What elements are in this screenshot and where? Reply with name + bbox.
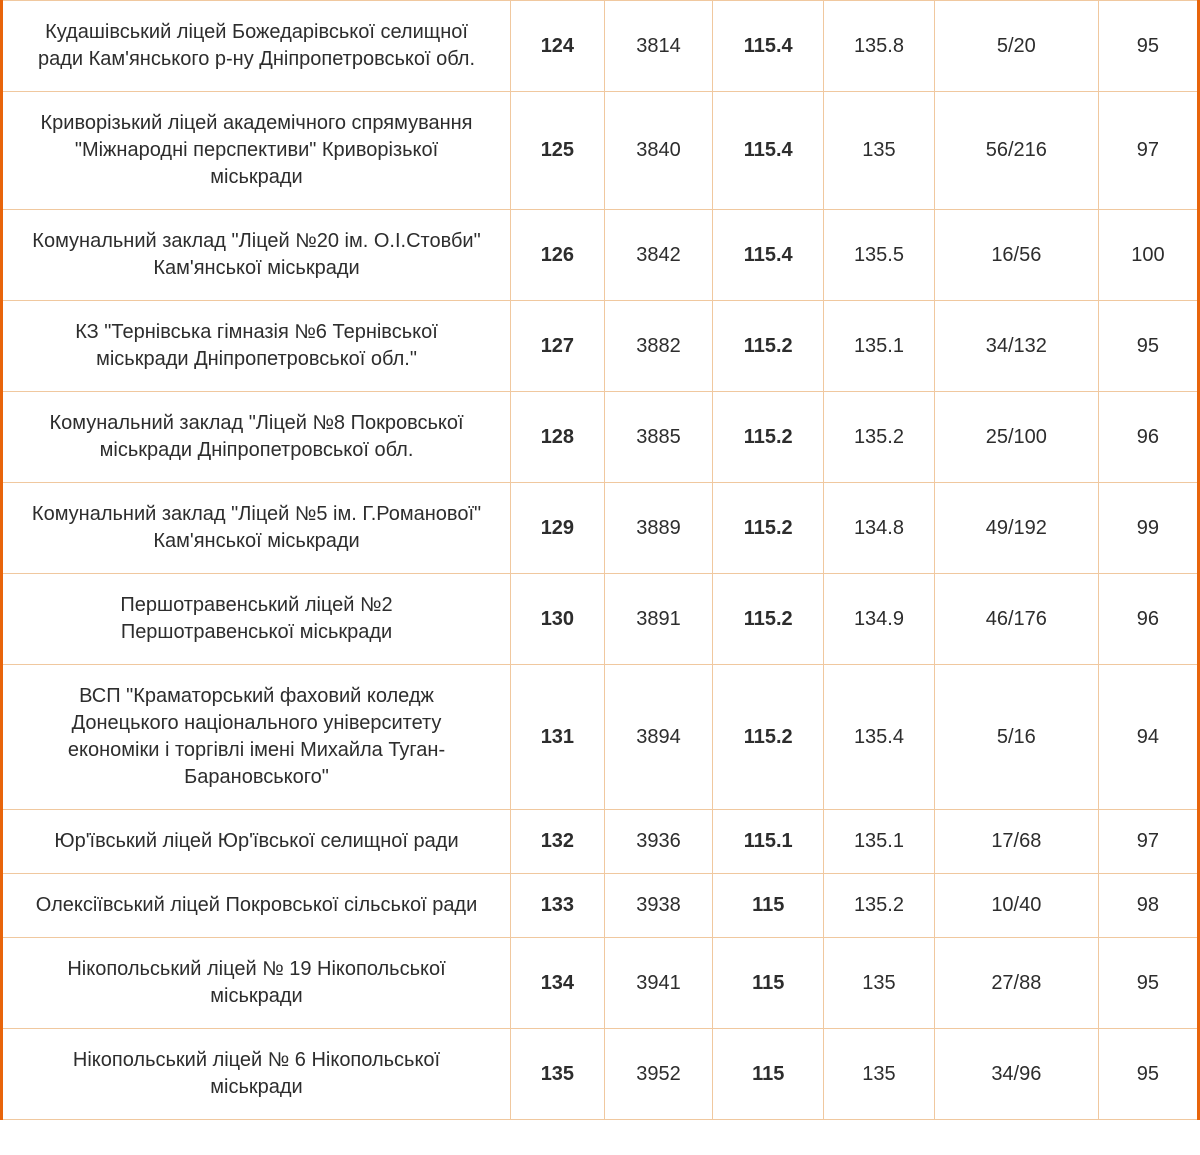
- table-row: Олексіївський ліцей Покровської сільсько…: [2, 874, 1199, 938]
- last-cell: 97: [1098, 92, 1198, 210]
- score-cell: 115.4: [713, 92, 824, 210]
- ratio-cell: 27/88: [934, 938, 1098, 1029]
- rank-cell: 134: [511, 938, 605, 1029]
- ratio-cell: 17/68: [934, 810, 1098, 874]
- num2-cell: 135: [824, 938, 935, 1029]
- last-cell: 95: [1098, 1029, 1198, 1120]
- num1-cell: 3889: [604, 483, 713, 574]
- num1-cell: 3894: [604, 665, 713, 810]
- ranking-table: Кудашівський ліцей Божедарівської селищн…: [0, 0, 1200, 1120]
- score-cell: 115.1: [713, 810, 824, 874]
- school-name-cell: Юр'ївський ліцей Юр'ївської селищної рад…: [2, 810, 511, 874]
- table-row: КЗ "Тернівська гімназія №6 Тернівської м…: [2, 301, 1199, 392]
- ratio-cell: 34/96: [934, 1029, 1098, 1120]
- ratio-cell: 5/16: [934, 665, 1098, 810]
- last-cell: 96: [1098, 392, 1198, 483]
- last-cell: 95: [1098, 301, 1198, 392]
- score-cell: 115: [713, 1029, 824, 1120]
- last-cell: 94: [1098, 665, 1198, 810]
- num1-cell: 3882: [604, 301, 713, 392]
- ratio-cell: 56/216: [934, 92, 1098, 210]
- num1-cell: 3814: [604, 1, 713, 92]
- last-cell: 99: [1098, 483, 1198, 574]
- num2-cell: 135.2: [824, 874, 935, 938]
- rank-cell: 127: [511, 301, 605, 392]
- score-cell: 115.4: [713, 210, 824, 301]
- ratio-cell: 25/100: [934, 392, 1098, 483]
- last-cell: 97: [1098, 810, 1198, 874]
- table-row: Комунальний заклад "Ліцей №8 Покровської…: [2, 392, 1199, 483]
- school-name-cell: Кудашівський ліцей Божедарівської селищн…: [2, 1, 511, 92]
- rank-cell: 131: [511, 665, 605, 810]
- num1-cell: 3885: [604, 392, 713, 483]
- table-row: Криворізький ліцей академічного спрямува…: [2, 92, 1199, 210]
- score-cell: 115: [713, 938, 824, 1029]
- num2-cell: 135.2: [824, 392, 935, 483]
- ratio-cell: 46/176: [934, 574, 1098, 665]
- num1-cell: 3941: [604, 938, 713, 1029]
- ratio-cell: 34/132: [934, 301, 1098, 392]
- num2-cell: 135: [824, 92, 935, 210]
- num2-cell: 135.4: [824, 665, 935, 810]
- last-cell: 95: [1098, 1, 1198, 92]
- num1-cell: 3842: [604, 210, 713, 301]
- table-row: Комунальний заклад "Ліцей №5 ім. Г.Роман…: [2, 483, 1199, 574]
- table-row: Комунальний заклад "Ліцей №20 ім. О.І.Ст…: [2, 210, 1199, 301]
- rank-cell: 133: [511, 874, 605, 938]
- num1-cell: 3936: [604, 810, 713, 874]
- score-cell: 115.2: [713, 665, 824, 810]
- num1-cell: 3840: [604, 92, 713, 210]
- table-body: Кудашівський ліцей Божедарівської селищн…: [2, 1, 1199, 1120]
- school-name-cell: Комунальний заклад "Ліцей №8 Покровської…: [2, 392, 511, 483]
- school-name-cell: Олексіївський ліцей Покровської сільсько…: [2, 874, 511, 938]
- table-row: Першотравенський ліцей №2 Першотравенськ…: [2, 574, 1199, 665]
- ratio-cell: 49/192: [934, 483, 1098, 574]
- num1-cell: 3938: [604, 874, 713, 938]
- last-cell: 95: [1098, 938, 1198, 1029]
- rank-cell: 135: [511, 1029, 605, 1120]
- rank-cell: 124: [511, 1, 605, 92]
- school-name-cell: ВСП "Краматорський фаховий коледж Донець…: [2, 665, 511, 810]
- score-cell: 115.2: [713, 301, 824, 392]
- school-name-cell: Першотравенський ліцей №2 Першотравенськ…: [2, 574, 511, 665]
- table-row: Нікопольський ліцей № 6 Нікопольської мі…: [2, 1029, 1199, 1120]
- num2-cell: 135.1: [824, 810, 935, 874]
- num2-cell: 135.8: [824, 1, 935, 92]
- score-cell: 115: [713, 874, 824, 938]
- table-row: Юр'ївський ліцей Юр'ївської селищної рад…: [2, 810, 1199, 874]
- score-cell: 115.2: [713, 574, 824, 665]
- table-row: Кудашівський ліцей Божедарівської селищн…: [2, 1, 1199, 92]
- school-name-cell: Комунальний заклад "Ліцей №20 ім. О.І.Ст…: [2, 210, 511, 301]
- rank-cell: 130: [511, 574, 605, 665]
- school-name-cell: Нікопольський ліцей № 6 Нікопольської мі…: [2, 1029, 511, 1120]
- num2-cell: 134.9: [824, 574, 935, 665]
- rank-cell: 125: [511, 92, 605, 210]
- score-cell: 115.2: [713, 392, 824, 483]
- school-name-cell: Криворізький ліцей академічного спрямува…: [2, 92, 511, 210]
- ratio-cell: 16/56: [934, 210, 1098, 301]
- ratio-cell: 10/40: [934, 874, 1098, 938]
- score-cell: 115.4: [713, 1, 824, 92]
- last-cell: 100: [1098, 210, 1198, 301]
- last-cell: 98: [1098, 874, 1198, 938]
- num2-cell: 135.1: [824, 301, 935, 392]
- num2-cell: 135.5: [824, 210, 935, 301]
- rank-cell: 129: [511, 483, 605, 574]
- score-cell: 115.2: [713, 483, 824, 574]
- table-row: Нікопольський ліцей № 19 Нікопольської м…: [2, 938, 1199, 1029]
- rank-cell: 132: [511, 810, 605, 874]
- num1-cell: 3952: [604, 1029, 713, 1120]
- rank-cell: 126: [511, 210, 605, 301]
- rank-cell: 128: [511, 392, 605, 483]
- school-name-cell: Комунальний заклад "Ліцей №5 ім. Г.Роман…: [2, 483, 511, 574]
- table-row: ВСП "Краматорський фаховий коледж Донець…: [2, 665, 1199, 810]
- last-cell: 96: [1098, 574, 1198, 665]
- num1-cell: 3891: [604, 574, 713, 665]
- ratio-cell: 5/20: [934, 1, 1098, 92]
- school-name-cell: Нікопольський ліцей № 19 Нікопольської м…: [2, 938, 511, 1029]
- num2-cell: 135: [824, 1029, 935, 1120]
- num2-cell: 134.8: [824, 483, 935, 574]
- school-name-cell: КЗ "Тернівська гімназія №6 Тернівської м…: [2, 301, 511, 392]
